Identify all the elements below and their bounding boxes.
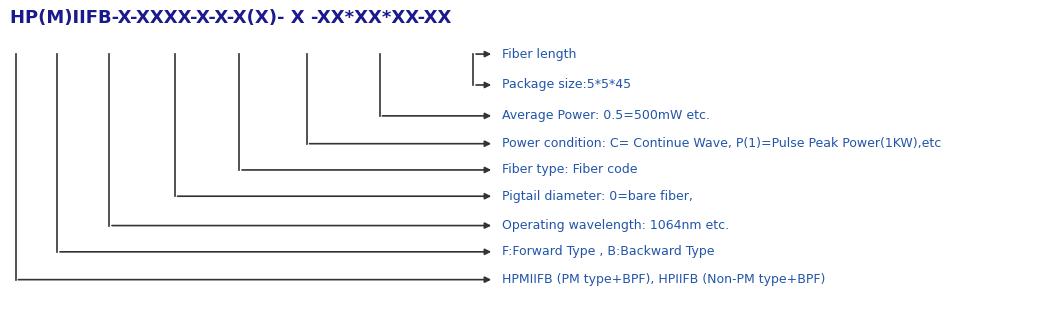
Text: F:Forward Type , B:Backward Type: F:Forward Type , B:Backward Type: [502, 245, 714, 258]
Text: HPMIIFB (PM type+BPF), HPIIFB (Non-PM type+BPF): HPMIIFB (PM type+BPF), HPIIFB (Non-PM ty…: [502, 273, 826, 286]
Text: Operating wavelength: 1064nm etc.: Operating wavelength: 1064nm etc.: [502, 219, 729, 232]
Text: Fiber type: Fiber code: Fiber type: Fiber code: [502, 163, 638, 176]
Text: Power condition: C= Continue Wave, P(1)=Pulse Peak Power(1KW),etc: Power condition: C= Continue Wave, P(1)=…: [502, 137, 941, 150]
Text: Fiber length: Fiber length: [502, 48, 577, 61]
Text: HP(M)IIFB-X-XXXX-X-X-X(X)- X -XX*XX*XX-XX: HP(M)IIFB-X-XXXX-X-X-X(X)- X -XX*XX*XX-X…: [10, 9, 451, 27]
Text: Package size:5*5*45: Package size:5*5*45: [502, 78, 631, 91]
Text: Average Power: 0.5=500mW etc.: Average Power: 0.5=500mW etc.: [502, 109, 710, 122]
Text: Pigtail diameter: 0=bare fiber,: Pigtail diameter: 0=bare fiber,: [502, 190, 694, 203]
